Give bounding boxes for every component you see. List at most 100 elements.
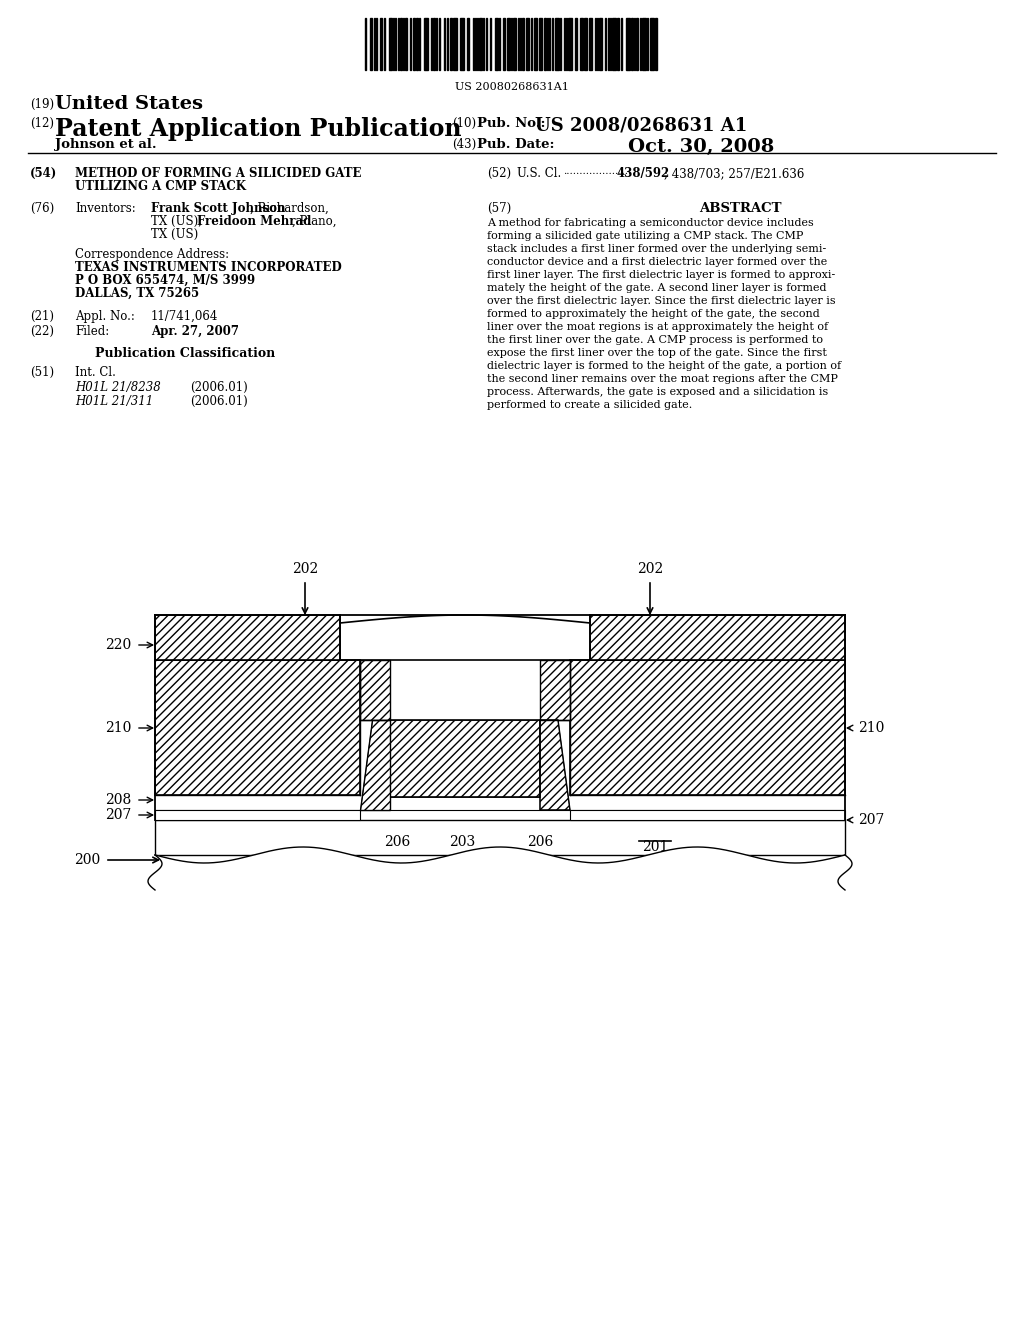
- Bar: [534, 18, 537, 70]
- Bar: [568, 18, 572, 70]
- Bar: [389, 18, 392, 70]
- Bar: [424, 18, 428, 70]
- Text: 206: 206: [384, 836, 411, 849]
- Text: (43): (43): [452, 139, 476, 150]
- Text: 207: 207: [858, 813, 885, 828]
- Bar: [495, 18, 498, 70]
- Text: H01L 21/311: H01L 21/311: [75, 395, 154, 408]
- Text: (2006.01): (2006.01): [190, 395, 248, 408]
- Text: (76): (76): [30, 202, 54, 215]
- Text: (19): (19): [30, 98, 54, 111]
- Polygon shape: [360, 660, 390, 719]
- Text: U.S. Cl.: U.S. Cl.: [517, 168, 561, 180]
- Text: US 2008/0268631 A1: US 2008/0268631 A1: [535, 117, 748, 135]
- Bar: [526, 18, 529, 70]
- Text: UTILIZING A CMP STACK: UTILIZING A CMP STACK: [75, 180, 246, 193]
- Text: stack includes a first liner formed over the underlying semi-: stack includes a first liner formed over…: [487, 244, 826, 253]
- Text: 210: 210: [104, 721, 131, 735]
- Polygon shape: [590, 615, 845, 660]
- Bar: [370, 18, 372, 70]
- Text: performed to create a silicided gate.: performed to create a silicided gate.: [487, 400, 692, 411]
- Text: 208: 208: [104, 793, 131, 807]
- Text: Int. Cl.: Int. Cl.: [75, 366, 116, 379]
- Text: , Richardson,: , Richardson,: [250, 202, 329, 215]
- Text: 201: 201: [642, 840, 669, 854]
- Text: TEXAS INSTRUMENTS INCORPORATED: TEXAS INSTRUMENTS INCORPORATED: [75, 261, 342, 275]
- Bar: [636, 18, 638, 70]
- Bar: [416, 18, 418, 70]
- Text: Patent Application Publication: Patent Application Publication: [55, 117, 462, 141]
- Text: expose the first liner over the top of the gate. Since the first: expose the first liner over the top of t…: [487, 348, 826, 358]
- Text: 202: 202: [637, 562, 664, 576]
- Polygon shape: [155, 820, 845, 855]
- Text: DALLAS, TX 75265: DALLAS, TX 75265: [75, 286, 199, 300]
- Bar: [655, 18, 657, 70]
- Bar: [539, 18, 542, 70]
- Bar: [631, 18, 633, 70]
- Text: 206: 206: [527, 836, 553, 849]
- Text: (2006.01): (2006.01): [190, 381, 248, 393]
- Text: (21): (21): [30, 310, 54, 323]
- Bar: [503, 18, 505, 70]
- Text: Filed:: Filed:: [75, 325, 110, 338]
- Polygon shape: [570, 660, 845, 795]
- Text: .....................: .....................: [563, 168, 631, 176]
- Text: Correspondence Address:: Correspondence Address:: [75, 248, 229, 261]
- Text: (57): (57): [487, 202, 511, 215]
- Text: mately the height of the gate. A second liner layer is formed: mately the height of the gate. A second …: [487, 282, 826, 293]
- Text: conductor device and a first dielectric layer formed over the: conductor device and a first dielectric …: [487, 257, 827, 267]
- Text: 203: 203: [449, 836, 475, 849]
- Text: METHOD OF FORMING A SILICIDED GATE: METHOD OF FORMING A SILICIDED GATE: [75, 168, 361, 180]
- Text: (51): (51): [30, 366, 54, 379]
- Bar: [522, 18, 524, 70]
- Text: Frank Scott Johnson: Frank Scott Johnson: [151, 202, 286, 215]
- Bar: [507, 18, 510, 70]
- Polygon shape: [155, 810, 360, 820]
- Bar: [612, 18, 616, 70]
- Polygon shape: [390, 719, 540, 797]
- Bar: [453, 18, 457, 70]
- Bar: [406, 18, 407, 70]
- Polygon shape: [540, 660, 570, 719]
- Bar: [626, 18, 630, 70]
- Text: TX (US);: TX (US);: [151, 215, 203, 228]
- Text: Pub. Date:: Pub. Date:: [477, 139, 555, 150]
- Text: 220: 220: [104, 638, 131, 652]
- Text: 438/592: 438/592: [617, 168, 671, 180]
- Bar: [479, 18, 482, 70]
- Text: liner over the moat regions is at approximately the height of: liner over the moat regions is at approx…: [487, 322, 828, 333]
- Bar: [450, 18, 452, 70]
- Bar: [599, 18, 602, 70]
- Text: 202: 202: [292, 562, 318, 576]
- Text: , Plano,: , Plano,: [292, 215, 337, 228]
- Text: dielectric layer is formed to the height of the gate, a portion of: dielectric layer is formed to the height…: [487, 360, 841, 371]
- Text: Publication Classification: Publication Classification: [95, 347, 275, 360]
- Text: 200: 200: [74, 853, 100, 867]
- Bar: [544, 18, 546, 70]
- Text: the first liner over the gate. A CMP process is performed to: the first liner over the gate. A CMP pro…: [487, 335, 823, 345]
- Text: first liner layer. The first dielectric layer is formed to approxi-: first liner layer. The first dielectric …: [487, 271, 836, 280]
- Text: Johnson et al.: Johnson et al.: [55, 139, 157, 150]
- Text: (10): (10): [452, 117, 476, 129]
- Polygon shape: [155, 615, 340, 660]
- Bar: [467, 18, 469, 70]
- Bar: [460, 18, 464, 70]
- Text: over the first dielectric layer. Since the first dielectric layer is: over the first dielectric layer. Since t…: [487, 296, 836, 306]
- Text: 210: 210: [858, 721, 885, 735]
- Bar: [575, 18, 577, 70]
- Text: ; 438/703; 257/E21.636: ; 438/703; 257/E21.636: [664, 168, 805, 180]
- Text: Oct. 30, 2008: Oct. 30, 2008: [628, 139, 774, 156]
- Text: (52): (52): [487, 168, 511, 180]
- Text: H01L 21/8238: H01L 21/8238: [75, 381, 161, 393]
- Text: (22): (22): [30, 325, 54, 338]
- Polygon shape: [540, 719, 570, 810]
- Text: the second liner remains over the moat regions after the CMP: the second liner remains over the moat r…: [487, 374, 838, 384]
- Text: TX (US): TX (US): [151, 228, 199, 242]
- Polygon shape: [155, 660, 360, 795]
- Bar: [400, 18, 402, 70]
- Text: (54): (54): [30, 168, 57, 180]
- Polygon shape: [360, 719, 390, 810]
- Text: A method for fabricating a semiconductor device includes: A method for fabricating a semiconductor…: [487, 218, 814, 228]
- Text: 11/741,064: 11/741,064: [151, 310, 218, 323]
- Bar: [642, 18, 646, 70]
